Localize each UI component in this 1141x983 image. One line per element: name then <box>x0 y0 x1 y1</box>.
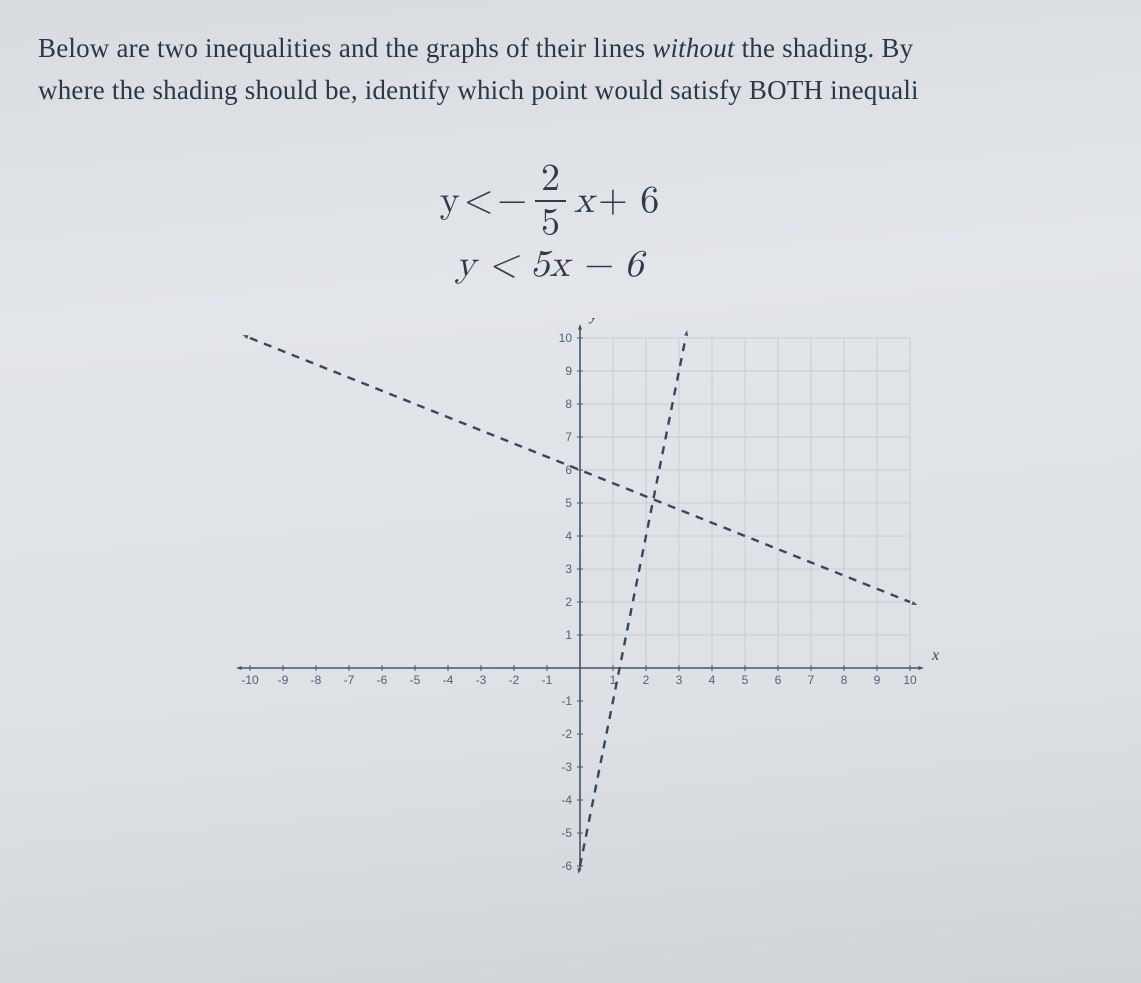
svg-text:2: 2 <box>565 595 572 609</box>
svg-text:1: 1 <box>565 628 572 642</box>
svg-text:-10: -10 <box>241 673 259 687</box>
svg-text:4: 4 <box>708 673 715 687</box>
svg-text:7: 7 <box>565 430 572 444</box>
svg-text:x: x <box>931 647 939 664</box>
question-line1-post: the shading. By <box>735 33 914 63</box>
svg-text:-8: -8 <box>310 673 321 687</box>
svg-text:-4: -4 <box>561 793 572 807</box>
eq1-frac-num: 2 <box>535 160 566 202</box>
eq1-fraction: 2 5 <box>535 160 566 242</box>
svg-text:10: 10 <box>903 673 917 687</box>
svg-text:2: 2 <box>642 673 649 687</box>
svg-text:-5: -5 <box>561 826 572 840</box>
svg-text:-2: -2 <box>508 673 519 687</box>
eq1-frac-den: 5 <box>535 202 566 242</box>
svg-text:-7: -7 <box>343 673 354 687</box>
svg-text:7: 7 <box>807 673 814 687</box>
svg-text:3: 3 <box>565 562 572 576</box>
svg-text:-4: -4 <box>442 673 453 687</box>
chart-svg: -10-9-8-7-6-5-4-3-2-11234567891012345678… <box>220 318 960 878</box>
svg-text:5: 5 <box>565 496 572 510</box>
svg-text:-3: -3 <box>561 760 572 774</box>
worksheet-page: Below are two inequalities and the graph… <box>0 0 1141 983</box>
svg-text:9: 9 <box>873 673 880 687</box>
eq1-lhs: y <box>440 178 460 224</box>
svg-text:-9: -9 <box>277 673 288 687</box>
svg-text:3: 3 <box>675 673 682 687</box>
inequality-2: y < 5x − 6 <box>456 242 644 288</box>
svg-text:-1: -1 <box>561 694 572 708</box>
svg-text:-5: -5 <box>409 673 420 687</box>
svg-text:-6: -6 <box>376 673 387 687</box>
svg-text:5: 5 <box>741 673 748 687</box>
question-text: Below are two inequalities and the graph… <box>38 28 1141 112</box>
svg-text:y: y <box>588 318 598 324</box>
coordinate-chart: -10-9-8-7-6-5-4-3-2-11234567891012345678… <box>220 318 960 878</box>
question-line2: where the shading should be, identify wh… <box>38 75 919 105</box>
svg-text:9: 9 <box>565 364 572 378</box>
svg-text:4: 4 <box>565 529 572 543</box>
eq1-op: < <box>464 178 494 224</box>
svg-text:-3: -3 <box>475 673 486 687</box>
svg-text:6: 6 <box>774 673 781 687</box>
svg-text:-1: -1 <box>541 673 552 687</box>
eq1-var: x <box>574 178 594 224</box>
equations-block: y < − 2 5 x + 6 y < 5x − 6 <box>38 160 1141 288</box>
svg-text:10: 10 <box>558 331 572 345</box>
svg-text:8: 8 <box>565 397 572 411</box>
svg-text:6: 6 <box>565 463 572 477</box>
eq1-plus: + 6 <box>598 178 659 224</box>
question-line1-italic: without <box>652 33 734 63</box>
question-line1-pre: Below are two inequalities and the graph… <box>38 33 652 63</box>
svg-text:-6: -6 <box>561 859 572 873</box>
svg-text:8: 8 <box>840 673 847 687</box>
inequality-1: y < − 2 5 x + 6 <box>440 160 660 242</box>
svg-text:-2: -2 <box>561 727 572 741</box>
eq1-neg: − <box>497 178 527 224</box>
